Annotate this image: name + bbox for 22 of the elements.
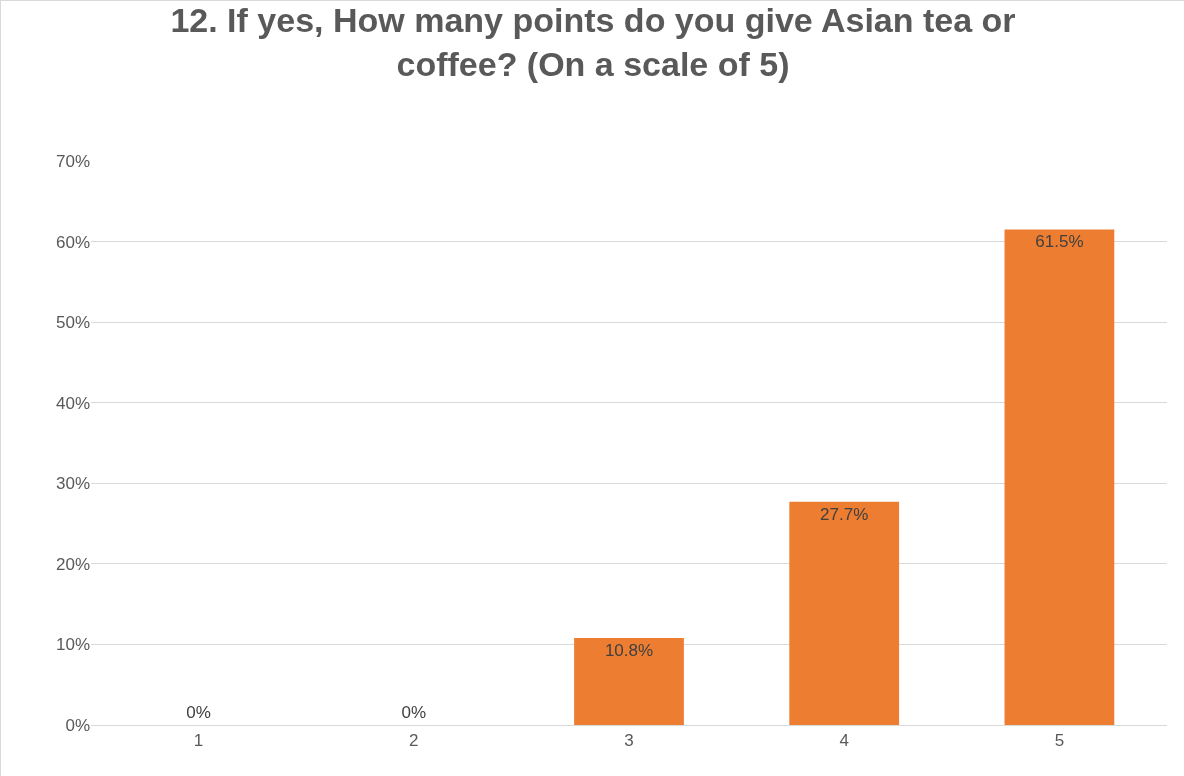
chart-title: 12. If yes, How many points do you give Asian tea or coffee? (On a scale of 5) xyxy=(170,1,1016,84)
y-tick-label: 60% xyxy=(55,232,90,252)
x-tick-label: 3 xyxy=(624,731,634,751)
y-tick-label: 70% xyxy=(55,151,90,171)
x-tick-label: 2 xyxy=(409,731,419,751)
data-label: 27.7% xyxy=(820,504,869,524)
y-tick-label: 20% xyxy=(55,554,90,574)
y-tick-label: 50% xyxy=(55,313,90,333)
x-tick-label: 4 xyxy=(839,731,849,751)
y-tick-label: 40% xyxy=(55,393,90,413)
data-label: 10.8% xyxy=(604,640,654,660)
y-tick-label: 0% xyxy=(65,715,90,735)
x-tick-label: 1 xyxy=(193,731,204,751)
x-tick-label: 5 xyxy=(1054,731,1065,751)
y-tick-label: 30% xyxy=(55,474,90,494)
y-tick-label: 10% xyxy=(55,635,90,655)
data-label: 61.5% xyxy=(1035,232,1084,252)
bar xyxy=(789,501,900,725)
data-label: 0% xyxy=(186,703,211,722)
data-label: 0% xyxy=(401,703,427,722)
bar xyxy=(574,637,684,725)
bar xyxy=(1004,229,1115,725)
